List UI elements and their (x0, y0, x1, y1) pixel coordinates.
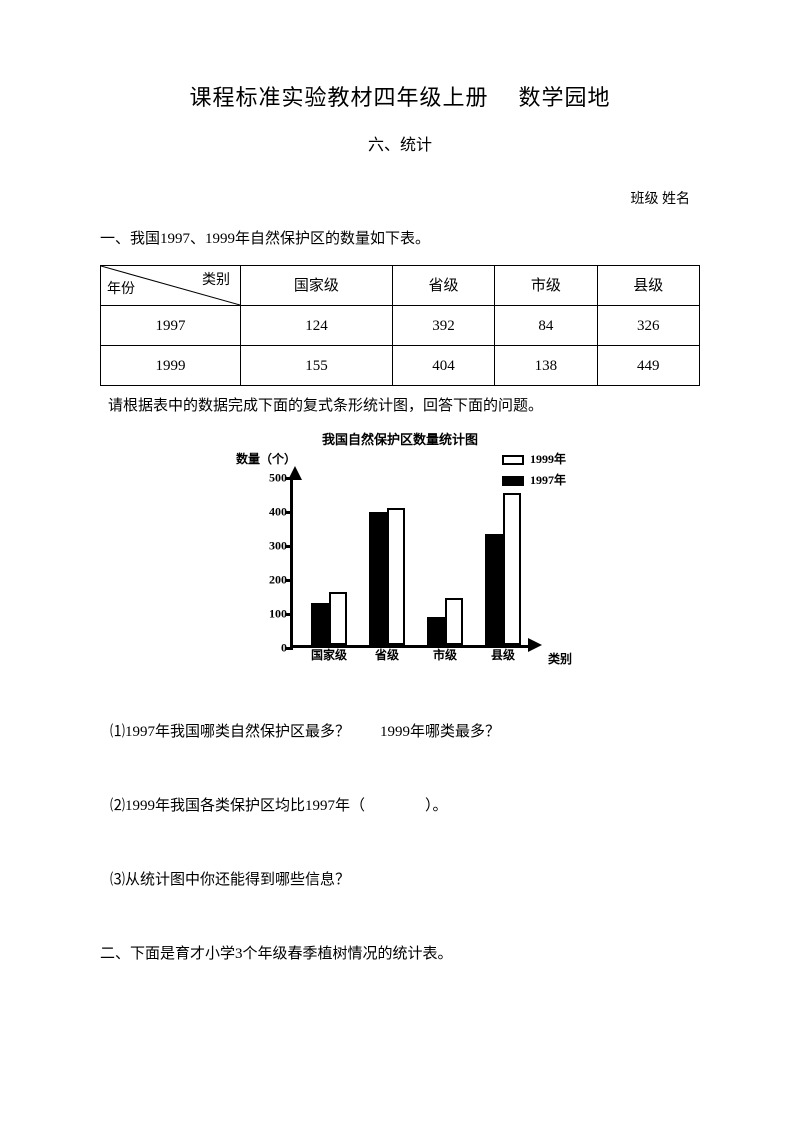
col-header: 市级 (495, 266, 597, 306)
name-line: 班级 姓名 (100, 189, 700, 211)
corner-bottom-label: 年份 (107, 279, 135, 301)
chart-bar (485, 534, 503, 645)
page-title: 课程标准实验教材四年级上册 数学园地 (100, 80, 700, 115)
y-tick-label: 300 (251, 537, 287, 556)
row-year: 1997 (101, 306, 241, 346)
question-1: ⑴1997年我国哪类自然保护区最多？ 1999年哪类最多？ (100, 720, 700, 744)
section-1-heading: 一、我国1997、1999年自然保护区的数量如下表。 (100, 227, 700, 251)
chart-bar (311, 603, 329, 645)
corner-top-label: 类别 (202, 270, 230, 292)
bar-chart: 我国自然保护区数量统计图 数量（个） 1999年 1997年 类别 010020… (230, 430, 570, 700)
chart-bar (427, 617, 445, 646)
x-category-label: 市级 (423, 646, 467, 665)
chart-title: 我国自然保护区数量统计图 (230, 430, 570, 451)
q2-part-b: ）。 (425, 798, 448, 814)
cell: 392 (392, 306, 494, 346)
legend-label: 1999年 (530, 450, 566, 469)
chart-bar (387, 508, 405, 645)
chart-xlabel: 类别 (548, 650, 572, 669)
title-right: 数学园地 (519, 85, 611, 110)
y-tick-label: 500 (251, 469, 287, 488)
y-tick-label: 400 (251, 503, 287, 522)
col-header: 国家级 (241, 266, 393, 306)
cell: 138 (495, 346, 597, 386)
data-table: 类别 年份 国家级 省级 市级 县级 1997 124 392 84 326 1… (100, 265, 700, 386)
subtitle: 六、统计 (100, 133, 700, 159)
chart-bar (369, 512, 387, 645)
x-category-label: 国家级 (307, 646, 351, 665)
chart-bar (503, 493, 521, 646)
instruction-text: 请根据表中的数据完成下面的复式条形统计图，回答下面的问题。 (100, 394, 700, 418)
q2-part-a: ⑵1999年我国各类保护区均比1997年（ (110, 798, 365, 814)
cell: 155 (241, 346, 393, 386)
chart-container: 我国自然保护区数量统计图 数量（个） 1999年 1997年 类别 010020… (100, 430, 700, 700)
section-2-heading: 二、下面是育才小学3个年级春季植树情况的统计表。 (100, 942, 700, 966)
chart-plot-area: 类别 0100200300400500国家级省级市级县级 (290, 478, 530, 648)
q1-part-b: 1999年哪类最多？ (380, 724, 500, 740)
chart-bar (445, 598, 463, 645)
legend-label: 1997年 (530, 471, 566, 490)
cell: 84 (495, 306, 597, 346)
cell: 124 (241, 306, 393, 346)
y-tick-label: 200 (251, 571, 287, 590)
table-corner-cell: 类别 年份 (101, 266, 241, 306)
legend-item: 1999年 (502, 450, 566, 469)
y-tick-label: 0 (251, 639, 287, 658)
col-header: 县级 (597, 266, 699, 306)
table-row: 1997 124 392 84 326 (101, 306, 700, 346)
row-year: 1999 (101, 346, 241, 386)
question-2: ⑵1999年我国各类保护区均比1997年（ ）。 (100, 794, 700, 818)
cell: 326 (597, 306, 699, 346)
question-3: ⑶从统计图中你还能得到哪些信息？ (100, 868, 700, 892)
legend-swatch-hollow-icon (502, 455, 524, 465)
x-category-label: 省级 (365, 646, 409, 665)
x-category-label: 县级 (481, 646, 525, 665)
table-row: 1999 155 404 138 449 (101, 346, 700, 386)
table-header-row: 类别 年份 国家级 省级 市级 县级 (101, 266, 700, 306)
col-header: 省级 (392, 266, 494, 306)
y-tick-label: 100 (251, 605, 287, 624)
cell: 449 (597, 346, 699, 386)
chart-bar (329, 592, 347, 645)
q1-part-a: ⑴1997年我国哪类自然保护区最多？ (110, 724, 350, 740)
x-axis-arrow-icon (528, 638, 542, 652)
title-left: 课程标准实验教材四年级上册 (189, 85, 488, 110)
cell: 404 (392, 346, 494, 386)
